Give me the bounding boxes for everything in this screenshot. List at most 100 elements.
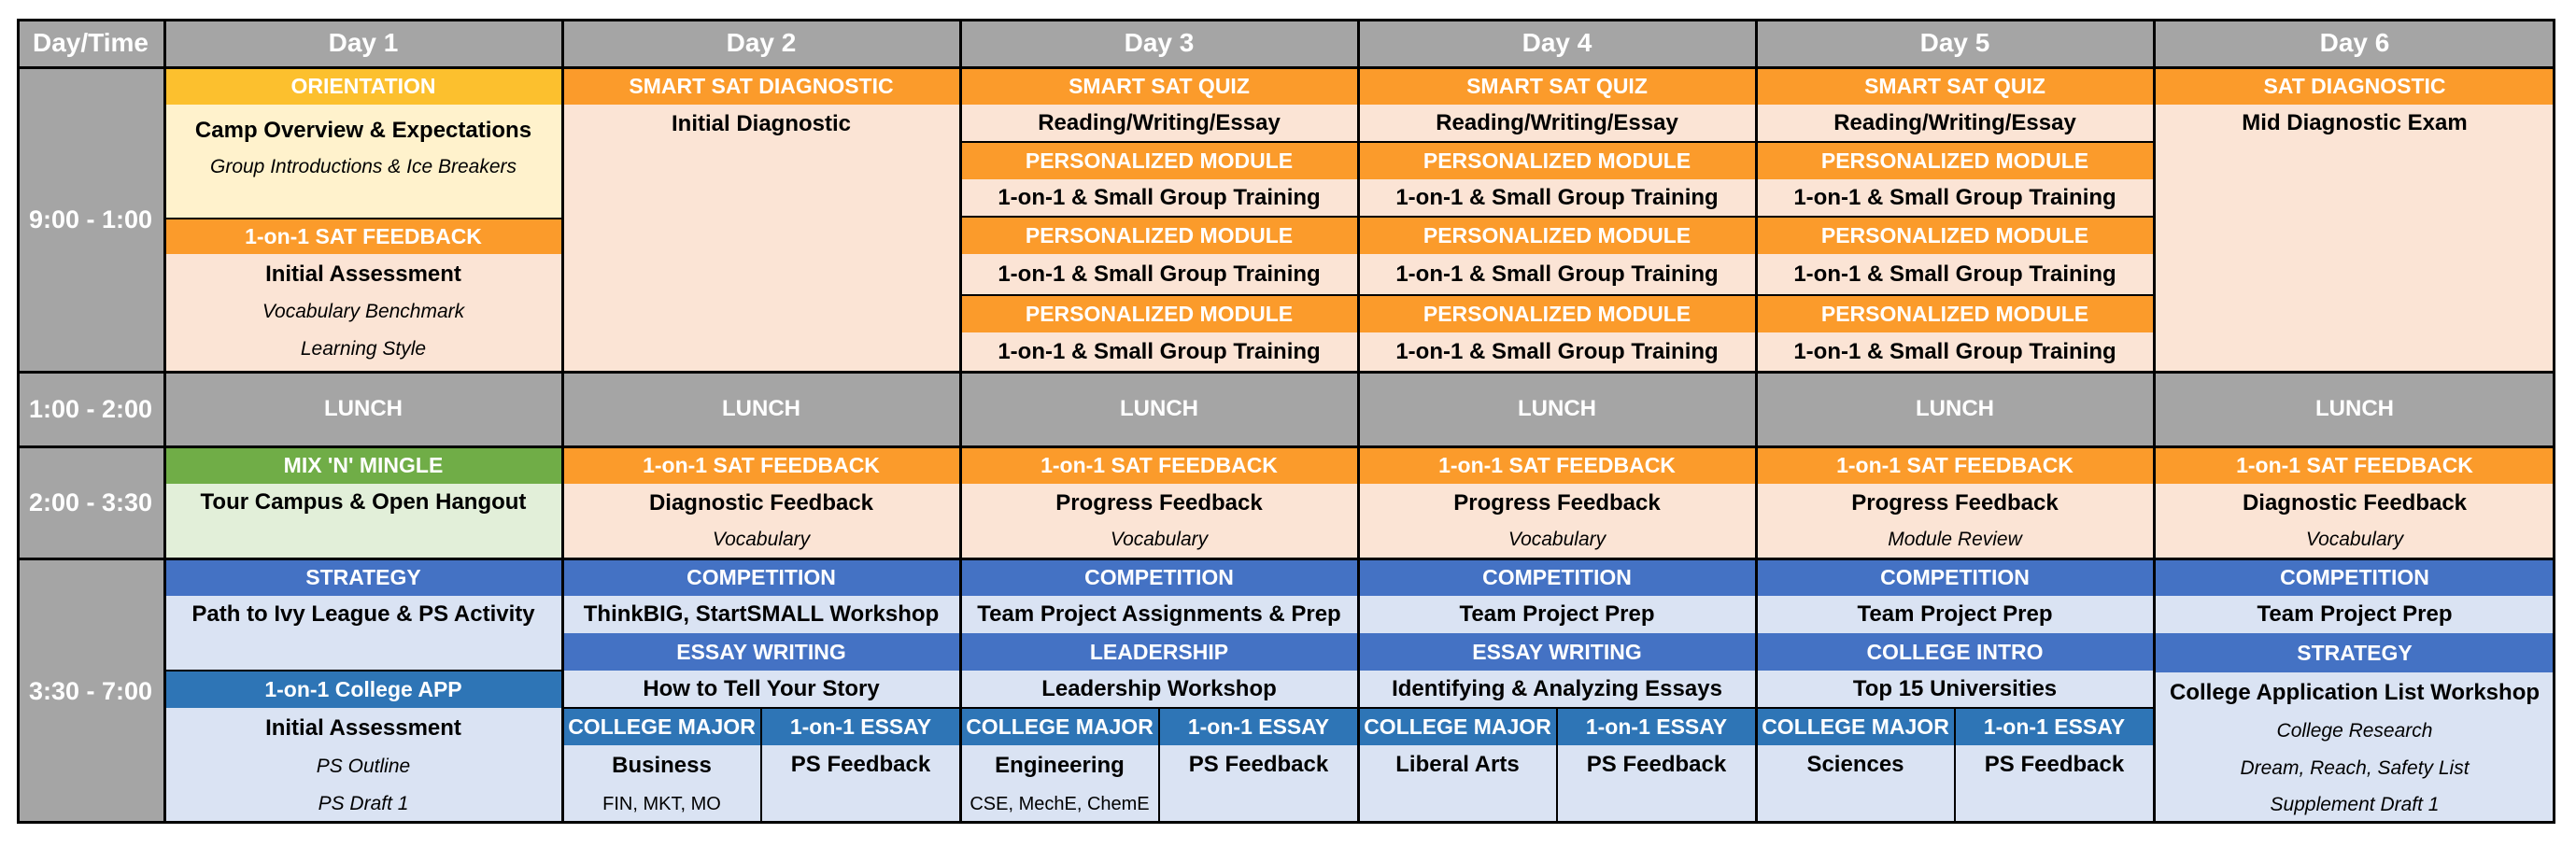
mid-diagnostic-text: Mid Diagnostic Exam xyxy=(2154,105,2555,372)
gridline-v xyxy=(17,19,20,824)
module-header-day3-2: PERSONALIZED MODULE xyxy=(960,217,1358,254)
feedback-desc-day3: Progress Feedback xyxy=(1055,490,1263,516)
college-research-text: College Research xyxy=(2276,720,2433,742)
camp-overview-text: Camp Overview & Expectations xyxy=(194,118,532,143)
feedback-desc-day4: Progress Feedback xyxy=(1453,490,1661,516)
feedback-body-day5: Progress Feedback Module Review xyxy=(1756,484,2154,558)
college-major-header-day3: COLLEGE MAJOR xyxy=(960,708,1159,745)
competition-header-day4: COMPETITION xyxy=(1358,558,1756,596)
vocab-benchmark-text: Vocabulary Benchmark xyxy=(262,301,465,322)
feedback-sub-day2: Vocabulary xyxy=(712,529,811,550)
module-desc-day3-3: 1-on-1 & Small Group Training xyxy=(960,332,1358,372)
gridline-inner xyxy=(960,294,2154,296)
feedback-body-day6: Diagnostic Feedback Vocabulary xyxy=(2154,484,2555,558)
module-desc-day3-2: 1-on-1 & Small Group Training xyxy=(960,254,1358,295)
leadership-header-day3: LEADERSHIP xyxy=(960,633,1358,671)
initial-assessment-text: Initial Assessment xyxy=(265,261,461,287)
header-day-4: Day 4 xyxy=(1358,19,1756,67)
smart-sat-quiz-header-day3: SMART SAT QUIZ xyxy=(960,67,1358,105)
essay-1on1-header-day5: 1-on-1 ESSAY xyxy=(1955,708,2154,745)
feedback-desc-day5: Progress Feedback xyxy=(1851,490,2059,516)
strategy-body-day6: College Application List Workshop Colleg… xyxy=(2154,672,2555,824)
module-header-day5-2: PERSONALIZED MODULE xyxy=(1756,217,2154,254)
lunch-day-5: LUNCH xyxy=(1756,372,2154,446)
college-app-body: Initial Assessment PS Outline PS Draft 1 xyxy=(164,708,562,824)
ps-feedback-day5: PS Feedback xyxy=(1955,745,2154,824)
competition-desc-day3: Team Project Assignments & Prep xyxy=(960,596,1358,633)
header-daytime: Day/Time xyxy=(17,19,164,67)
major-body-day2: Business FIN, MKT, MO xyxy=(562,745,761,824)
module-desc-day5-3: 1-on-1 & Small Group Training xyxy=(1756,332,2154,372)
header-day-1: Day 1 xyxy=(164,19,562,67)
competition-header-day3: COMPETITION xyxy=(960,558,1358,596)
major-label-day3: Engineering xyxy=(995,753,1125,778)
gridline-h xyxy=(17,371,2555,374)
major-label-day2: Business xyxy=(612,753,712,778)
gridline-inner xyxy=(960,216,2154,218)
gridline-v xyxy=(2553,19,2555,824)
college-app-header: 1-on-1 College APP xyxy=(164,671,562,708)
feedback-sub-day6: Vocabulary xyxy=(2305,529,2404,550)
smart-sat-quiz-header-day4: SMART SAT QUIZ xyxy=(1358,67,1756,105)
module-desc-day5-1: 1-on-1 & Small Group Training xyxy=(1756,179,2154,217)
gridline-h xyxy=(17,821,2555,824)
feedback-sub-day5: Module Review xyxy=(1888,529,2022,550)
time-slot-afternoon: 2:00 - 3:30 xyxy=(17,446,164,558)
strategy-header-day6: STRATEGY xyxy=(2154,633,2555,672)
major-sub-day3: CSE, MechE, ChemE xyxy=(970,794,1150,814)
header-day-3: Day 3 xyxy=(960,19,1358,67)
sat-feedback-header-day2: 1-on-1 SAT FEEDBACK xyxy=(562,446,960,484)
module-header-day5-1: PERSONALIZED MODULE xyxy=(1756,142,2154,179)
feedback-sub-day4: Vocabulary xyxy=(1507,529,1606,550)
major-label-day5: Sciences xyxy=(1756,745,1955,824)
gridline-h xyxy=(17,66,2555,69)
sat-feedback-header-day5: 1-on-1 SAT FEEDBACK xyxy=(1756,446,2154,484)
feedback-desc-day2: Diagnostic Feedback xyxy=(648,490,874,516)
sat-feedback-header-day3: 1-on-1 SAT FEEDBACK xyxy=(960,446,1358,484)
gridline-inner xyxy=(562,707,2154,709)
module-header-day3-1: PERSONALIZED MODULE xyxy=(960,142,1358,179)
major-body-day3: Engineering CSE, MechE, ChemE xyxy=(960,745,1159,824)
module-header-day4-2: PERSONALIZED MODULE xyxy=(1358,217,1756,254)
major-sub-day2: FIN, MKT, MO xyxy=(602,794,721,814)
gridline-h xyxy=(17,558,2555,560)
gridline-inner xyxy=(164,218,562,219)
ps-outline-text: PS Outline xyxy=(316,756,411,777)
ps-feedback-day3: PS Feedback xyxy=(1159,745,1358,824)
gridline-v xyxy=(959,19,962,824)
feedback-body-day4: Progress Feedback Vocabulary xyxy=(1358,484,1756,558)
essay-writing-header-day4: ESSAY WRITING xyxy=(1358,633,1756,671)
module-header-day4-1: PERSONALIZED MODULE xyxy=(1358,142,1756,179)
gridline-v xyxy=(1755,19,1758,824)
major-label-day4: Liberal Arts xyxy=(1358,745,1557,824)
lunch-day-1: LUNCH xyxy=(164,372,562,446)
tour-campus-text: Tour Campus & Open Hangout xyxy=(164,484,562,558)
module-header-day5-3: PERSONALIZED MODULE xyxy=(1756,295,2154,332)
college-intro-desc-day5: Top 15 Universities xyxy=(1756,671,2154,708)
gridline-v xyxy=(1357,19,1360,824)
smart-sat-quiz-header-day5: SMART SAT QUIZ xyxy=(1756,67,2154,105)
ps-draft-text: PS Draft 1 xyxy=(318,793,409,814)
module-desc-day4-3: 1-on-1 & Small Group Training xyxy=(1358,332,1756,372)
gridline-h xyxy=(17,445,2555,448)
ps-feedback-day4: PS Feedback xyxy=(1557,745,1756,824)
time-slot-lunch: 1:00 - 2:00 xyxy=(17,372,164,446)
lunch-day-2: LUNCH xyxy=(562,372,960,446)
module-header-day4-3: PERSONALIZED MODULE xyxy=(1358,295,1756,332)
college-app-assessment-text: Initial Assessment xyxy=(265,715,461,741)
module-desc-day3-1: 1-on-1 & Small Group Training xyxy=(960,179,1358,217)
sat-feedback-header-day1-morning: 1-on-1 SAT FEEDBACK xyxy=(164,219,562,254)
quiz-desc-day5: Reading/Writing/Essay xyxy=(1756,105,2154,142)
competition-header-day5: COMPETITION xyxy=(1756,558,2154,596)
gridline-v xyxy=(2153,19,2156,824)
quiz-desc-day3: Reading/Writing/Essay xyxy=(960,105,1358,142)
orientation-header: ORIENTATION xyxy=(164,67,562,105)
gridline-inner xyxy=(1556,708,1558,824)
gridline-inner xyxy=(1954,708,1956,824)
college-intro-header-day5: COLLEGE INTRO xyxy=(1756,633,2154,671)
module-desc-day5-2: 1-on-1 & Small Group Training xyxy=(1756,254,2154,295)
essay-1on1-header-day3: 1-on-1 ESSAY xyxy=(1159,708,1358,745)
module-desc-day4-2: 1-on-1 & Small Group Training xyxy=(1358,254,1756,295)
essay-1on1-header-day2: 1-on-1 ESSAY xyxy=(761,708,960,745)
ps-feedback-day2: PS Feedback xyxy=(761,745,960,824)
